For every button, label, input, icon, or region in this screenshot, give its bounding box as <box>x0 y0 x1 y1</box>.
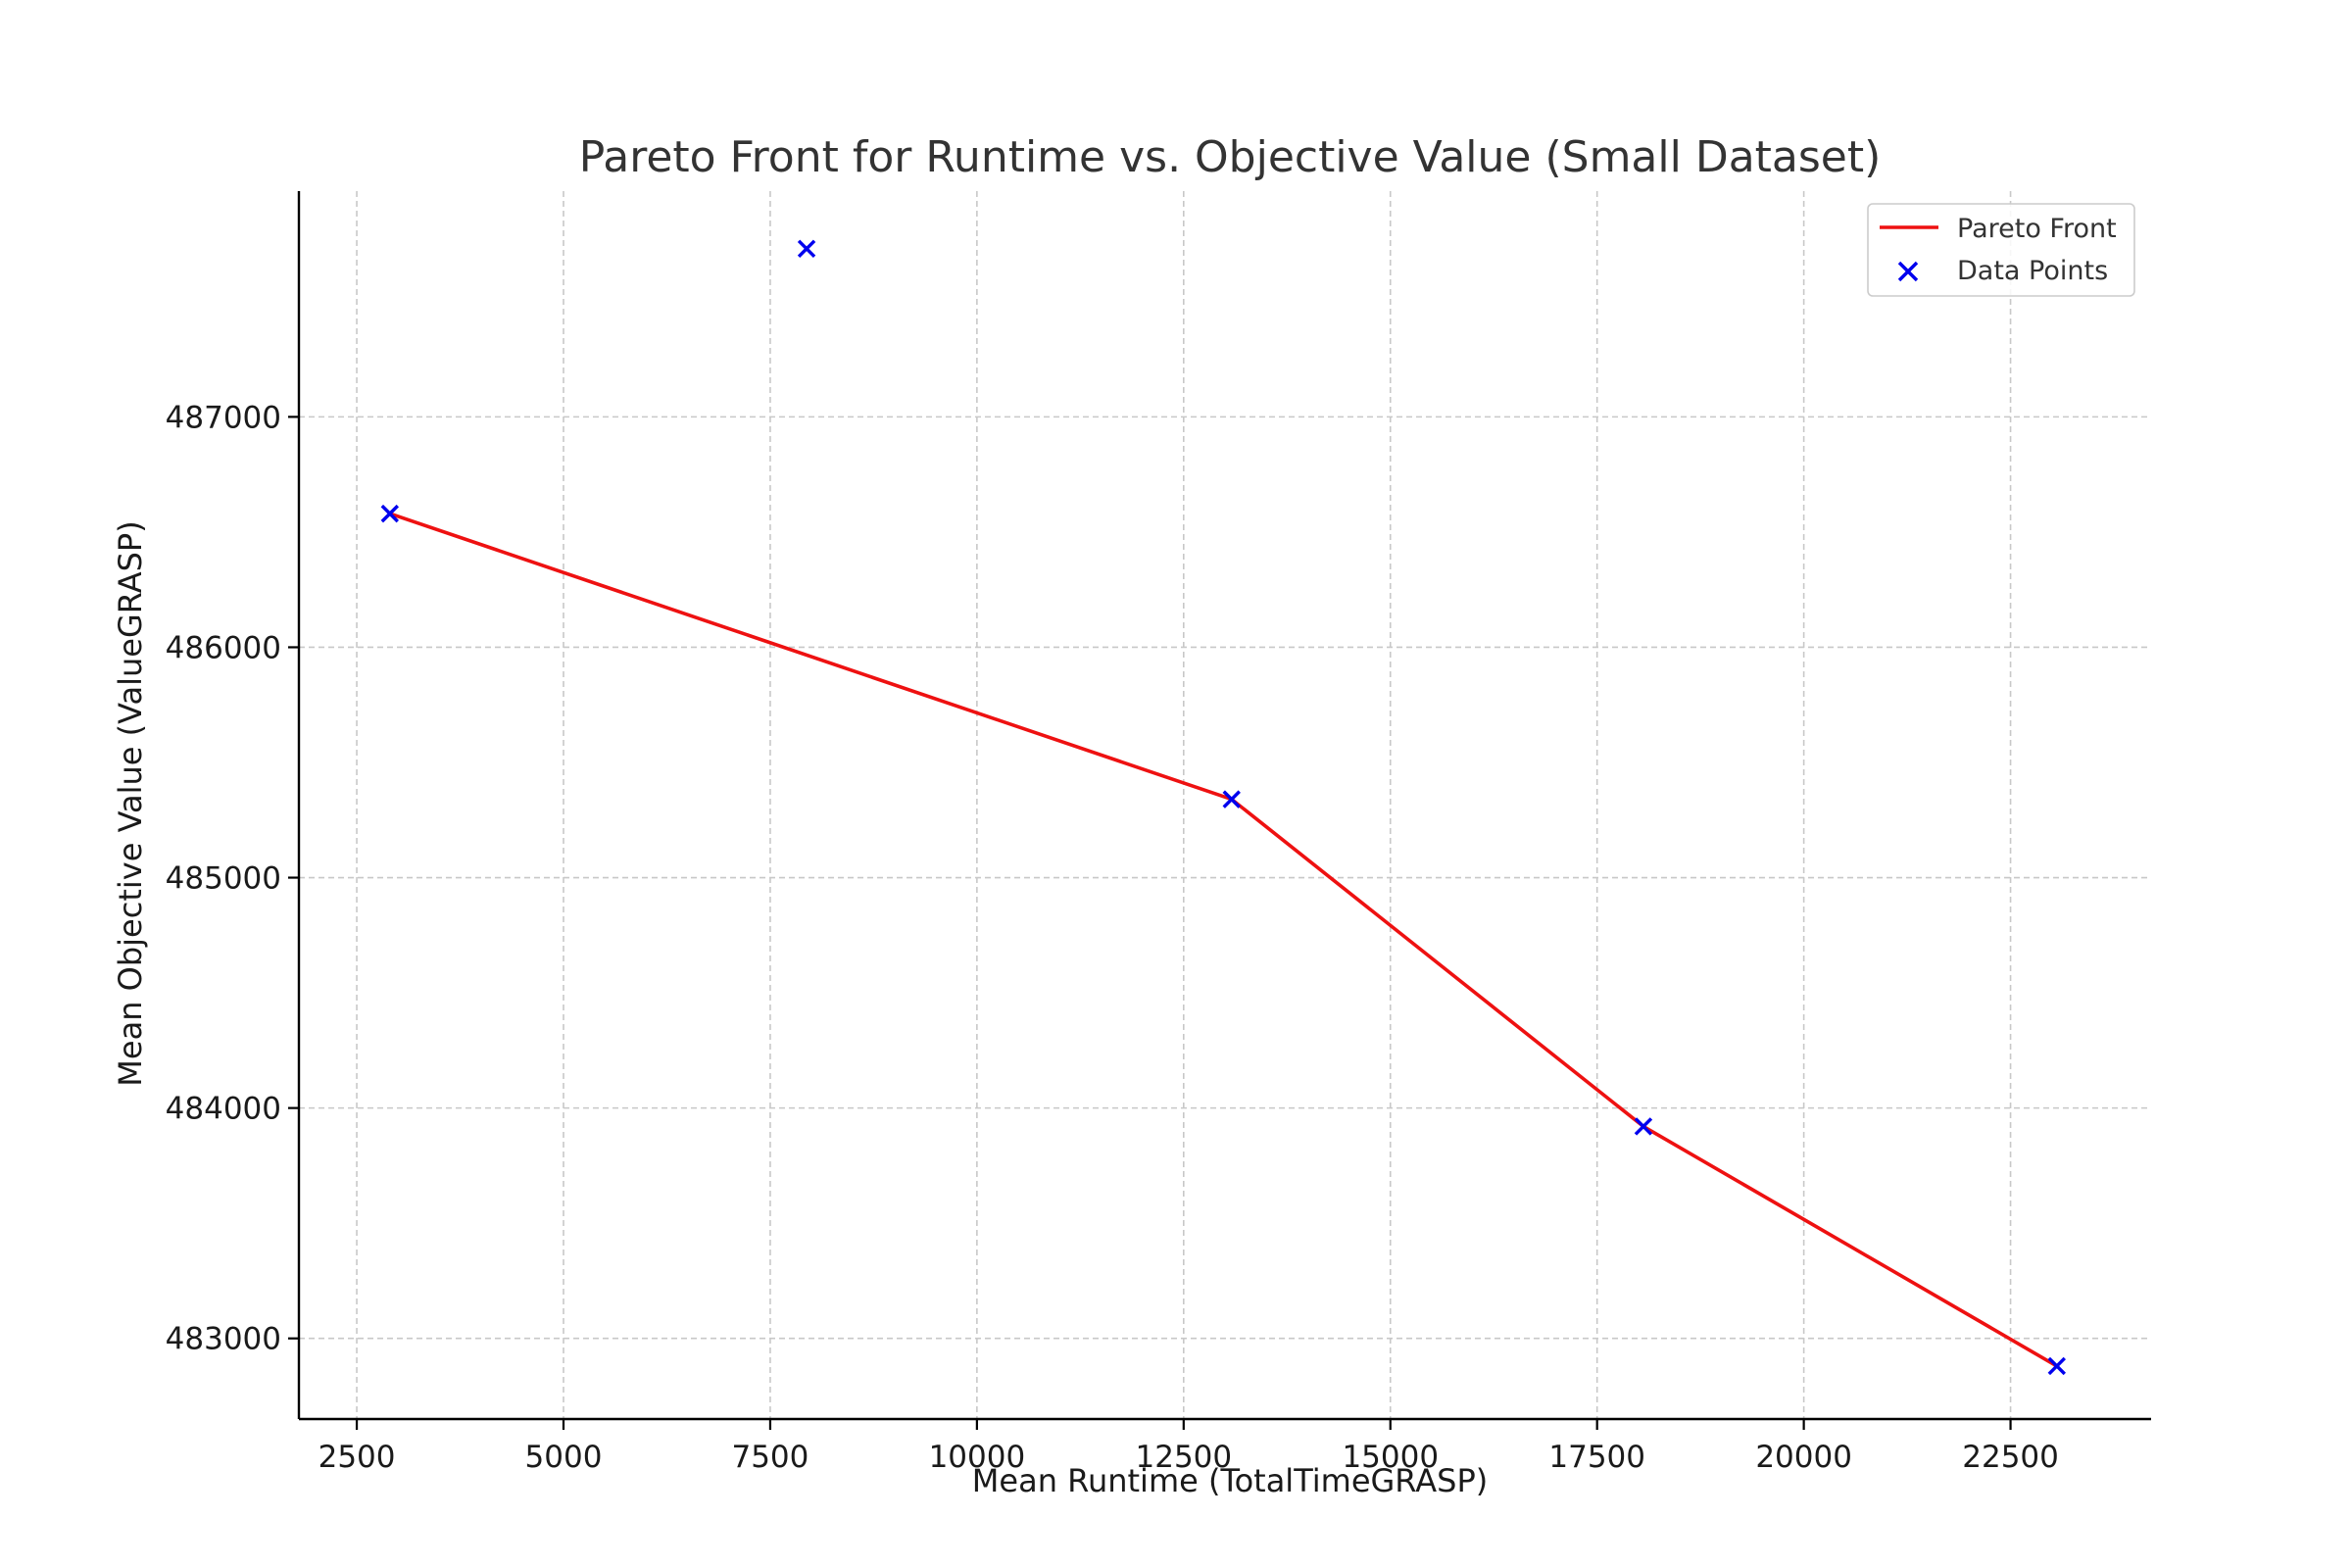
y-tick-label: 484000 <box>166 1092 281 1127</box>
x-tick-label: 10000 <box>929 1440 1026 1475</box>
x-axis-label: Mean Runtime (TotalTimeGRASP) <box>972 1462 1488 1499</box>
y-tick-label: 485000 <box>166 861 281 897</box>
y-axis-label: Mean Objective Value (ValueGRASP) <box>112 520 149 1086</box>
data-point-marker <box>797 239 816 258</box>
axes <box>297 191 2151 1421</box>
y-tick-label: 483000 <box>166 1322 281 1357</box>
x-tick-label: 7500 <box>731 1440 808 1475</box>
y-tick-label: 486000 <box>166 630 281 665</box>
series-layer <box>380 239 2067 1376</box>
x-tick-label: 5000 <box>525 1440 603 1475</box>
x-tick-label: 22500 <box>1962 1440 2059 1475</box>
data-point-marker <box>1222 790 1241 808</box>
legend-label-pareto-front: Pareto Front <box>1957 214 2117 244</box>
chart-title: Pareto Front for Runtime vs. Objective V… <box>579 132 1882 182</box>
legend: Pareto Front Data Points <box>1867 203 2135 297</box>
x-tick-label: 15000 <box>1342 1440 1439 1475</box>
x-tick-label: 20000 <box>1755 1440 1852 1475</box>
y-tick-label: 487000 <box>166 400 281 435</box>
x-tick-label: 12500 <box>1136 1440 1233 1475</box>
x-tick-label: 17500 <box>1548 1440 1645 1475</box>
x-ticks: 2500 5000 7500 10000 12500 15000 17500 20000 225… <box>318 1419 2059 1475</box>
grid-lines <box>299 191 2151 1419</box>
x-tick-label: 2500 <box>318 1440 396 1475</box>
legend-label-data-points: Data Points <box>1957 256 2108 286</box>
data-point-marker <box>1634 1117 1653 1136</box>
data-point-marker <box>380 504 400 523</box>
legend-x-marker <box>1897 261 1919 282</box>
y-ticks: 483000 484000 485000 486000 487000 <box>166 400 299 1357</box>
pareto-front-line <box>389 512 2058 1368</box>
data-point-marker <box>2047 1356 2067 1376</box>
